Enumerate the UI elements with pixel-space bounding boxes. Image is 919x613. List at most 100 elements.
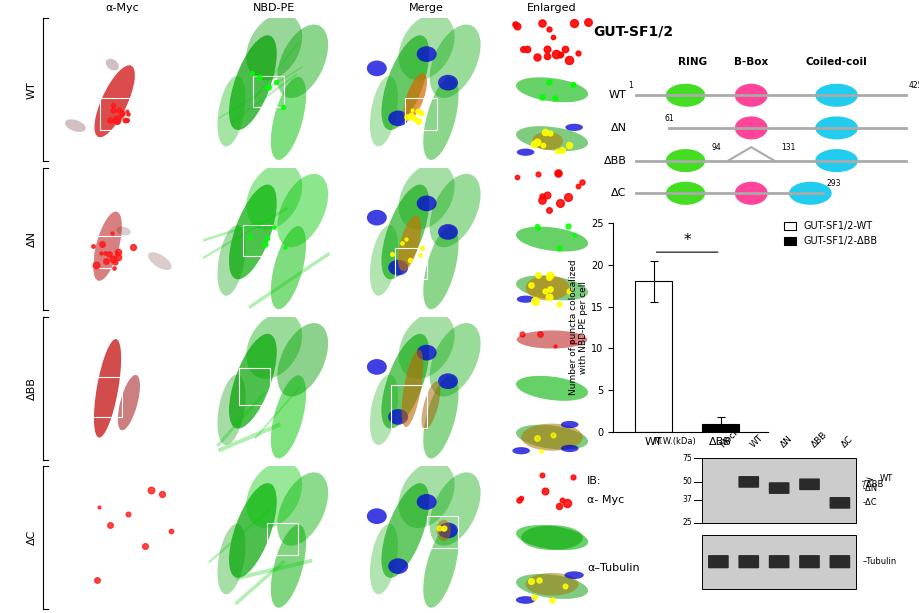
Text: g: g: [58, 324, 65, 334]
FancyBboxPatch shape: [799, 478, 819, 490]
Bar: [243, 225, 274, 256]
Text: 75: 75: [682, 454, 691, 463]
Ellipse shape: [381, 334, 428, 428]
Ellipse shape: [516, 596, 535, 604]
Text: 25: 25: [682, 518, 691, 527]
Ellipse shape: [665, 181, 705, 205]
Ellipse shape: [217, 76, 245, 147]
Ellipse shape: [520, 525, 583, 550]
Ellipse shape: [416, 196, 437, 211]
Text: ΔC: ΔC: [27, 530, 37, 546]
Ellipse shape: [734, 116, 766, 140]
Bar: [426, 516, 458, 547]
Ellipse shape: [270, 375, 306, 459]
Ellipse shape: [367, 508, 386, 524]
Text: k: k: [210, 473, 217, 483]
Text: ΔBB: ΔBB: [809, 430, 828, 449]
FancyBboxPatch shape: [768, 555, 789, 568]
Ellipse shape: [367, 359, 386, 375]
Ellipse shape: [367, 61, 386, 76]
Text: i: i: [362, 324, 366, 334]
Ellipse shape: [814, 116, 857, 140]
Ellipse shape: [270, 525, 306, 607]
Bar: [391, 386, 426, 428]
Text: ΔN: ΔN: [778, 433, 794, 449]
Ellipse shape: [118, 375, 140, 430]
Text: b: b: [210, 26, 218, 36]
Ellipse shape: [246, 462, 301, 528]
Ellipse shape: [369, 225, 398, 295]
Ellipse shape: [429, 25, 480, 98]
Ellipse shape: [437, 373, 458, 389]
Text: Mock: Mock: [718, 426, 741, 449]
Ellipse shape: [367, 210, 386, 226]
Bar: [701, 424, 738, 432]
Ellipse shape: [429, 472, 480, 546]
Text: c: c: [362, 26, 369, 36]
Ellipse shape: [789, 181, 831, 205]
Ellipse shape: [814, 84, 857, 107]
Bar: [115, 524, 146, 555]
Ellipse shape: [516, 275, 587, 300]
Ellipse shape: [416, 345, 437, 360]
Text: α–Tubulin: α–Tubulin: [586, 563, 639, 573]
Ellipse shape: [516, 126, 587, 151]
Text: -ΔN: -ΔN: [862, 484, 877, 493]
Ellipse shape: [516, 227, 587, 251]
Ellipse shape: [229, 483, 277, 578]
Ellipse shape: [423, 525, 458, 607]
Text: 425: 425: [908, 81, 919, 90]
Ellipse shape: [381, 483, 428, 578]
Text: α- Myc: α- Myc: [586, 495, 624, 505]
Ellipse shape: [516, 376, 587, 401]
FancyBboxPatch shape: [708, 555, 728, 568]
Ellipse shape: [381, 36, 428, 130]
Ellipse shape: [388, 260, 408, 275]
Ellipse shape: [516, 295, 534, 303]
Ellipse shape: [512, 447, 529, 454]
Ellipse shape: [531, 132, 562, 150]
Text: *: *: [683, 233, 690, 248]
Text: α-Myc: α-Myc: [105, 4, 139, 13]
Ellipse shape: [814, 149, 857, 172]
Text: 1: 1: [628, 81, 632, 90]
Text: WT: WT: [879, 474, 891, 484]
Text: WT: WT: [27, 81, 37, 99]
FancyBboxPatch shape: [738, 476, 758, 488]
FancyBboxPatch shape: [829, 497, 849, 509]
Text: ΔC: ΔC: [839, 434, 854, 449]
Bar: [93, 236, 124, 268]
Ellipse shape: [388, 110, 408, 126]
Bar: [701, 535, 856, 588]
Bar: [100, 98, 131, 130]
Ellipse shape: [398, 312, 454, 379]
Bar: [253, 75, 284, 107]
Bar: [701, 458, 856, 523]
Ellipse shape: [665, 149, 705, 172]
Text: j: j: [58, 473, 62, 483]
Ellipse shape: [277, 25, 328, 98]
Ellipse shape: [270, 226, 306, 309]
Ellipse shape: [398, 462, 454, 528]
Ellipse shape: [369, 375, 398, 445]
Ellipse shape: [398, 13, 454, 80]
Ellipse shape: [437, 523, 458, 538]
Text: f: f: [362, 175, 368, 185]
Text: B-Box: B-Box: [733, 57, 767, 67]
Ellipse shape: [734, 84, 766, 107]
Ellipse shape: [516, 425, 587, 450]
Ellipse shape: [277, 472, 328, 546]
FancyBboxPatch shape: [768, 482, 789, 494]
Ellipse shape: [381, 185, 428, 280]
FancyBboxPatch shape: [799, 555, 819, 568]
Ellipse shape: [277, 173, 328, 247]
Text: 50: 50: [682, 478, 691, 486]
Text: 61: 61: [664, 114, 674, 123]
Ellipse shape: [516, 525, 587, 550]
Text: a: a: [58, 26, 65, 36]
Legend: GUT-SF1/2-WT, GUT-SF1/2-ΔBB: GUT-SF1/2-WT, GUT-SF1/2-ΔBB: [779, 217, 880, 250]
Ellipse shape: [229, 334, 277, 428]
Ellipse shape: [561, 421, 578, 428]
Ellipse shape: [217, 225, 245, 295]
Ellipse shape: [398, 216, 421, 271]
